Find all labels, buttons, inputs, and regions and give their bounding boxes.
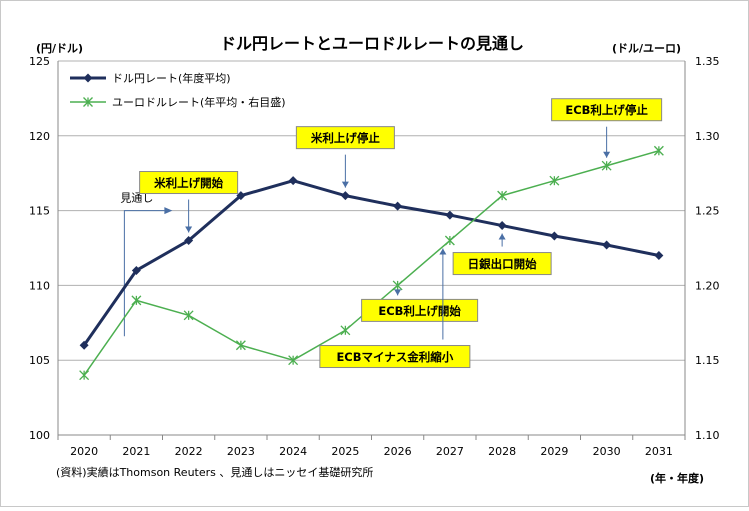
y-right-tick-label: 1.10 <box>695 429 720 442</box>
forecast-marker: 見通し <box>120 192 173 337</box>
x-tick-label: 2026 <box>384 445 412 458</box>
annotation-label: ECB利上げ停止 <box>565 103 648 117</box>
annotation-arrowhead <box>603 151 611 158</box>
data-point-asterisk <box>444 235 455 246</box>
x-tick-label: 2022 <box>175 445 203 458</box>
annotation-box <box>295 126 395 150</box>
x-tick-label: 2027 <box>436 445 464 458</box>
x-tick-label: 2023 <box>227 445 255 458</box>
forecast-arrowhead <box>164 207 173 215</box>
y-left-tick-label: 125 <box>29 55 50 68</box>
annotation-label: ECBマイナス金利縮小 <box>336 350 453 364</box>
legend-marker <box>83 73 93 83</box>
y-left-tick-label: 100 <box>29 429 50 442</box>
data-point-diamond <box>393 201 403 211</box>
annotation-label: 米利上げ開始 <box>153 176 223 190</box>
data-point-asterisk <box>601 160 612 171</box>
data-point-diamond <box>445 210 455 220</box>
annotation-box <box>139 171 239 195</box>
legend-marker <box>83 97 93 107</box>
data-point-diamond <box>131 265 141 275</box>
axes: 100 105 110 115 120 125 1.10 1.15 1.20 1.25 1.30 1.… <box>29 55 720 458</box>
y-right-tick-label: 1.15 <box>695 354 720 367</box>
data-point-asterisk <box>131 295 142 306</box>
x-axis-unit: (年・年度) <box>650 471 704 485</box>
forecast-bracket <box>123 210 165 337</box>
data-point-diamond <box>497 221 507 231</box>
forecast-label: 見通し <box>120 192 153 205</box>
data-point-diamond <box>184 236 194 246</box>
data-point-asterisk <box>288 355 299 366</box>
annotation-label: ECB利上げ開始 <box>378 304 461 318</box>
series-line-1 <box>82 179 660 347</box>
annotation-box <box>361 298 479 322</box>
y-right-tick-label: 1.30 <box>695 130 720 143</box>
annotation-arrowhead <box>341 181 349 188</box>
x-tick-label: 2024 <box>279 445 307 458</box>
y-right-tick-label: 1.25 <box>695 205 720 218</box>
source-note: (資料)実績はThomson Reuters 、見通しはニッセイ基礎研究所 <box>56 465 373 479</box>
legend-label: ドル円レート(年度平均) <box>112 71 231 85</box>
data-point-asterisk <box>340 325 351 336</box>
x-tick-label: 2025 <box>331 445 359 458</box>
y-left-tick-label: 120 <box>29 130 50 143</box>
x-tick-label: 2030 <box>593 445 621 458</box>
data-point-diamond <box>340 191 350 201</box>
legend-label: ユーロドルレート(年平均・右目盛) <box>112 95 286 109</box>
data-point-asterisk <box>79 370 90 381</box>
data-point-asterisk <box>392 280 403 291</box>
data-point-asterisk <box>549 175 560 186</box>
x-tick-label: 2021 <box>122 445 150 458</box>
annotation-box <box>551 98 663 122</box>
x-tick-label: 2029 <box>540 445 568 458</box>
annotation-box <box>452 252 552 276</box>
data-point-asterisk <box>653 145 664 156</box>
data-point-diamond <box>236 191 246 201</box>
data-point-asterisk <box>235 340 246 351</box>
y-left-tick-label: 115 <box>29 205 50 218</box>
annotation-arrowhead <box>498 233 506 240</box>
chart-title: ドル円レートとユーロドルレートの見通し <box>220 34 524 53</box>
annotation-box <box>319 345 471 369</box>
y-right-tick-label: 1.35 <box>695 55 720 68</box>
data-point-diamond <box>654 250 664 260</box>
annotation-label: 米利上げ停止 <box>310 131 380 145</box>
annotation-arrowhead <box>394 289 402 296</box>
x-tick-label: 2028 <box>488 445 516 458</box>
data-point-diamond <box>602 240 612 250</box>
left-axis-unit: (円/ドル) <box>36 42 83 55</box>
y-right-tick-label: 1.20 <box>695 279 720 292</box>
annotation-label: 日銀出口開始 <box>468 257 537 271</box>
annotation-arrowhead <box>185 226 193 233</box>
annotation-arrowhead <box>439 248 447 255</box>
x-tick-label: 2031 <box>645 445 673 458</box>
data-point-diamond <box>549 231 559 241</box>
right-axis-unit: (ドル/ユーロ) <box>612 42 681 55</box>
data-point-asterisk <box>183 310 194 321</box>
y-left-tick-label: 105 <box>29 354 50 367</box>
y-left-tick-label: 110 <box>29 279 50 292</box>
legend: ドル円レート(年度平均) ユーロドルレート(年平均・右目盛) <box>70 71 286 109</box>
data-point-diamond <box>79 340 89 350</box>
data-point-diamond <box>288 176 298 186</box>
data-point-asterisk <box>497 190 508 201</box>
x-tick-label: 2020 <box>70 445 98 458</box>
